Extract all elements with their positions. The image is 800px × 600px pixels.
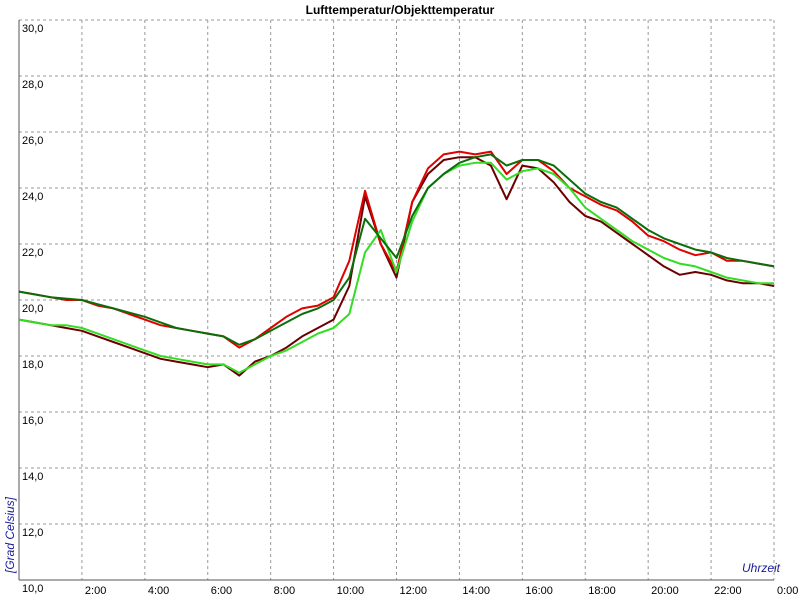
y-tick-label: 20,0 xyxy=(22,303,43,315)
x-tick-label: 8:00 xyxy=(274,585,295,597)
x-tick-label: 10:00 xyxy=(337,585,365,597)
x-tick-label: 6:00 xyxy=(211,585,232,597)
y-axis-label: [Grad Celsius] xyxy=(3,496,17,574)
x-tick-label: 20:00 xyxy=(651,585,679,597)
y-tick-label: 14,0 xyxy=(22,471,43,483)
x-tick-label: 18:00 xyxy=(588,585,616,597)
x-tick-label: 12:00 xyxy=(400,585,428,597)
series-line xyxy=(18,156,775,377)
y-tick-label: 12,0 xyxy=(22,527,43,539)
y-tick-label: 28,0 xyxy=(22,79,43,91)
x-axis-label: Uhrzeit xyxy=(742,561,781,575)
y-tick-label: 22,0 xyxy=(22,247,43,259)
y-tick-label: 26,0 xyxy=(22,135,43,147)
chart-title: Lufttemperatur/Objekttemperatur xyxy=(306,3,495,17)
y-tick-label: 18,0 xyxy=(22,359,43,371)
x-tick-label: 14:00 xyxy=(462,585,490,597)
series-line xyxy=(18,161,774,374)
series-line xyxy=(18,153,775,346)
y-tick-label: 16,0 xyxy=(22,415,43,427)
x-tick-label: 22:00 xyxy=(714,585,742,597)
y-tick-label: 30,0 xyxy=(22,23,43,35)
y-tick-label: 10,0 xyxy=(22,583,43,595)
x-tick-label: 4:00 xyxy=(148,585,169,597)
y-tick-label: 24,0 xyxy=(22,191,43,203)
x-tick-label: 2:00 xyxy=(85,585,106,597)
x-tick-label: 0:00 xyxy=(777,585,798,597)
x-tick-label: 16:00 xyxy=(525,585,553,597)
